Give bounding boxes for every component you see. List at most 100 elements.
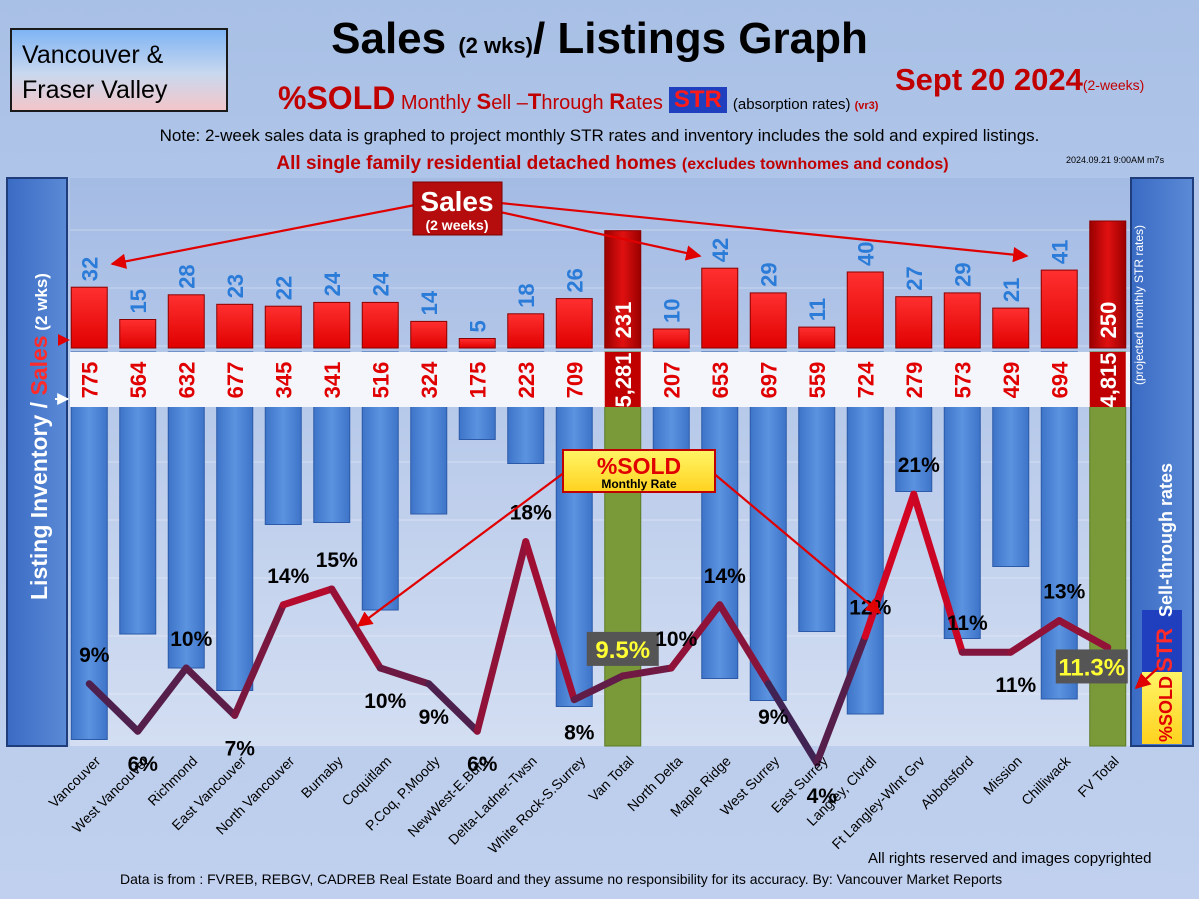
sales-bar [895,296,933,349]
copyright-text: All rights reserved and images copyright… [868,850,1152,867]
sales-arrow-2 [499,210,702,261]
str-label: 6% [128,753,159,776]
subtitle-ell: ell – [491,92,528,114]
title-small: (2 wks) [458,33,533,58]
x-tick-label: White Rock-S.Surrey [485,753,589,857]
x-tick-label: Mission [980,753,1025,798]
str-label: 9% [419,706,450,729]
str-segment [1055,617,1112,651]
sold-callout-title: %SOLD [597,453,681,479]
str-right-arrow [1134,667,1159,690]
right-str-badge [1142,610,1182,672]
detached-small: (excludes townhomes and condos) [681,156,949,173]
sales-bar [749,292,787,349]
inventory-label: 223 [514,362,539,399]
sales-bar [216,303,254,349]
str-segment [134,664,190,735]
absorption-text: (absorption rates) [732,96,851,113]
str-label: 15% [316,549,358,572]
str-segment [182,664,239,719]
sales-label: 24 [320,271,345,296]
inventory-label: 429 [999,362,1024,399]
inventory-label-bg [1089,352,1126,407]
sales-label: 15 [126,289,151,313]
sales-bar [701,267,739,349]
inventory-label-strip [70,352,1130,407]
sales-label: 28 [174,264,199,288]
inventory-bar [1089,351,1127,747]
sales-label: 29 [756,262,781,286]
str-label: 6% [467,753,498,776]
inventory-bar [749,351,787,701]
str-total-label: 11.3% [1058,654,1125,681]
str-total-badge [586,631,659,666]
str-label: 13% [1043,581,1085,604]
inventory-label: 653 [708,362,733,399]
sales-label: 5 [465,320,490,332]
sales-label: 10 [659,299,684,323]
str-label: 7% [225,737,256,760]
sales-bar [70,286,108,349]
inventory-label: 697 [756,362,781,399]
sold-callout: %SOLD Monthly Rate [356,449,882,627]
subtitle-hrough: hrough [541,92,610,114]
str-label: 14% [704,565,746,588]
str-label: 10% [655,628,697,651]
str-label: 11% [947,612,988,635]
inventory-label: 4,815 [1096,352,1121,407]
str-label: 9% [79,644,110,667]
sales-callout-title: Sales [420,186,493,217]
sales-label: 42 [708,238,733,262]
sales-bar [507,313,545,349]
inventory-label: 709 [562,362,587,399]
sales-bar [458,338,496,349]
date-main: Sept 20 2024 [895,62,1083,97]
note-text: Note: 2-week sales data is graphed to pr… [159,126,1040,145]
str-segment [376,664,433,688]
subtitle-ates: ates [625,92,663,114]
inventory-bars [70,351,1127,747]
str-segment [910,490,966,656]
str-total-badge [1055,649,1128,684]
str-label: 8% [564,722,595,745]
inventory-labels: 775 564 632 677 345 341 516 324 175 223 709 5,281 20… [77,352,1126,408]
str-badge: STR [668,87,727,113]
sales-bar [943,292,981,349]
str-label: 12% [849,596,891,619]
str-segment [813,632,869,767]
inventory-label: 324 [417,361,442,398]
str-total-label: 9.5% [595,637,650,664]
str-segment [425,680,481,735]
inventory-label: 573 [950,362,975,399]
str-segment [279,585,336,609]
sold-callout-box [562,449,716,493]
inventory-label: 775 [77,362,102,399]
region-box: Vancouver & Fraser Valley [10,28,228,112]
sales-label: 26 [562,268,587,292]
y-axis-label-left: Listing Inventory / Sales (2 wks) [26,273,52,600]
inventory-label: 341 [320,362,345,399]
sales-label: 21 [999,278,1024,302]
y-axis-label-right: %SOLD STR Sell-through rates [1152,463,1177,742]
str-label: 18% [510,502,552,525]
sold-arrow-1 [356,471,566,627]
str-label: 11% [995,674,1036,697]
region-line-2: Fraser Valley [22,76,168,104]
sales-arrow-3 [499,201,1029,263]
sales-bar [652,328,690,349]
sales-label: 24 [368,271,393,296]
sales-bar [992,307,1030,349]
sales-bar [555,298,593,349]
region-line-1: Vancouver & [22,41,164,69]
left-axis-box [6,177,68,747]
sales-label: 250 [1096,302,1121,339]
str-label: 14% [267,565,309,588]
sales-bar [846,271,884,349]
str-segment [522,538,578,704]
chart-title: Sales (2 wks)/ Listings Graph [0,14,1199,64]
chart-subtitle: %SOLD Monthly Sell –Through Rates STR (abs… [278,80,878,117]
sales-label: 29 [950,262,975,286]
sales-bar [798,326,836,349]
sold-callout-sub: Monthly Rate [601,477,677,491]
report-date: Sept 20 2024(2-weeks) [895,62,1144,98]
